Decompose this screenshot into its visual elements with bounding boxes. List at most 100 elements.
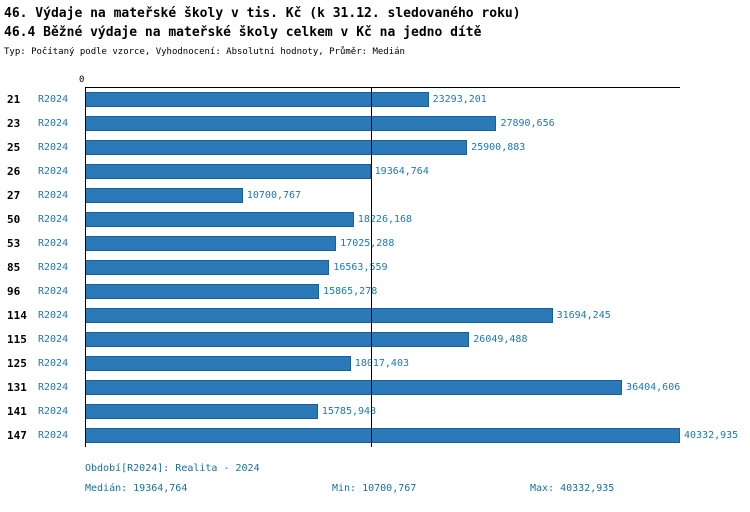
- category-label: 141: [7, 404, 27, 418]
- footer-stats: Medián: 19364,764 Min: 10700,767 Max: 4033…: [85, 483, 750, 494]
- bar: [85, 283, 320, 299]
- bar-track: 17025,288: [85, 235, 680, 251]
- series-label: R2024: [38, 381, 69, 393]
- category-label: 85: [7, 260, 21, 274]
- chart-header: 46. Výdaje na mateřské školy v tis. Kč (…: [0, 0, 750, 57]
- footer-min: Min: 10700,767: [332, 483, 417, 494]
- series-label: R2024: [38, 405, 69, 417]
- chart-meta-line: Typ: Počítaný podle vzorce, Vyhodnocení:…: [4, 47, 405, 57]
- category-label: 26: [7, 164, 21, 178]
- bar: [85, 163, 371, 179]
- bar-row: 26 R2024 19364,764: [0, 159, 750, 183]
- series-label: R2024: [38, 189, 69, 201]
- bar-track: 31694,245: [85, 307, 680, 323]
- category-label: 50: [7, 212, 21, 226]
- bar-track: 19364,764: [85, 163, 680, 179]
- value-label: 15785,948: [321, 405, 377, 417]
- chart-footer: Období[R2024]: Realita - 2024 Medián: 19…: [85, 463, 750, 494]
- bar: [85, 427, 680, 443]
- series-label: R2024: [38, 117, 69, 129]
- report-page: 46. Výdaje na mateřské školy v tis. Kč (…: [0, 0, 750, 494]
- bar-track: 18017,403: [85, 355, 680, 371]
- value-label: 17025,288: [340, 237, 395, 249]
- bar-track: 25900,883: [85, 139, 680, 155]
- value-label: 23293,201: [432, 93, 487, 105]
- chart-title-sub: 46.4 Běžné výdaje na mateřské školy celk…: [4, 25, 482, 40]
- value-label: 26049,488: [473, 333, 528, 345]
- bar: [85, 211, 354, 227]
- bar-row: 25 R2024 25900,883: [0, 135, 750, 159]
- bar-track: 15865,278: [85, 283, 680, 299]
- bar-row: 85 R2024 16563,559: [0, 255, 750, 279]
- bar: [85, 307, 553, 323]
- footer-max: Max: 40332,935: [530, 483, 615, 494]
- category-label: 114: [7, 308, 27, 322]
- series-label: R2024: [38, 429, 69, 441]
- category-label: 147: [7, 428, 27, 442]
- bar: [85, 379, 623, 395]
- series-label: R2024: [38, 261, 69, 273]
- series-label: R2024: [38, 165, 69, 177]
- bar-rows: 21 R2024 23293,201 23 R2024 27890,656 25 R2024 2…: [0, 87, 750, 447]
- category-label: 53: [7, 236, 21, 250]
- bar-row: 147 R2024 40332,935: [0, 423, 750, 447]
- category-label: 115: [7, 332, 27, 346]
- footer-period: Období[R2024]: Realita - 2024: [85, 463, 260, 474]
- bar-track: 18226,168: [85, 211, 680, 227]
- value-label: 25900,883: [471, 141, 526, 153]
- bar: [85, 187, 243, 203]
- value-label: 10700,767: [246, 189, 302, 201]
- bar-row: 114 R2024 31694,245: [0, 303, 750, 327]
- bar-row: 50 R2024 18226,168: [0, 207, 750, 231]
- bar-track: 16563,559: [85, 259, 680, 275]
- series-label: R2024: [38, 141, 69, 153]
- bar-row: 131 R2024 36404,606: [0, 375, 750, 399]
- category-label: 25: [7, 140, 21, 154]
- bar-track: 15785,948: [85, 403, 680, 419]
- category-label: 131: [7, 380, 27, 394]
- bar-row: 27 R2024 10700,767: [0, 183, 750, 207]
- bar-track: 36404,606: [85, 379, 680, 395]
- category-label: 27: [7, 188, 21, 202]
- value-label: 18017,403: [354, 357, 409, 369]
- series-label: R2024: [38, 213, 69, 225]
- series-label: R2024: [38, 93, 69, 105]
- bar: [85, 403, 318, 419]
- category-label: 125: [7, 356, 27, 370]
- value-label: 18226,168: [357, 213, 413, 225]
- value-label: 19364,764: [374, 165, 429, 177]
- value-label: 40332,935: [684, 429, 739, 441]
- series-label: R2024: [38, 309, 69, 321]
- bar-chart: 0 21 R2024 23293,201 23 R2024 27890,656 25 R202…: [0, 73, 750, 447]
- value-label: 31694,245: [556, 309, 611, 321]
- category-label: 23: [7, 116, 21, 130]
- series-label: R2024: [38, 333, 69, 345]
- bar-row: 141 R2024 15785,948: [0, 399, 750, 423]
- bar-row: 115 R2024 26049,488: [0, 327, 750, 351]
- bar: [85, 115, 497, 131]
- series-label: R2024: [38, 237, 69, 249]
- bar-row: 96 R2024 15865,278: [0, 279, 750, 303]
- bar-row: 125 R2024 18017,403: [0, 351, 750, 375]
- category-label: 96: [7, 284, 21, 298]
- bar: [85, 139, 468, 155]
- plot-area: 21 R2024 23293,201 23 R2024 27890,656 25 R2024 2…: [0, 87, 750, 447]
- chart-title-main: 46. Výdaje na mateřské školy v tis. Kč (…: [4, 6, 521, 21]
- footer-median: Medián: 19364,764: [85, 483, 188, 494]
- bar-row: 53 R2024 17025,288: [0, 231, 750, 255]
- value-label: 27890,656: [500, 117, 555, 129]
- bar-row: 21 R2024 23293,201: [0, 87, 750, 111]
- series-label: R2024: [38, 285, 69, 297]
- bar-track: 10700,767: [85, 187, 680, 203]
- bar: [85, 355, 351, 371]
- category-label: 21: [7, 92, 21, 106]
- bar-row: 23 R2024 27890,656: [0, 111, 750, 135]
- bar: [85, 331, 470, 347]
- value-label: 15865,278: [323, 285, 378, 297]
- bar: [85, 235, 337, 251]
- bar-track: 40332,935: [85, 427, 738, 443]
- bar-track: 26049,488: [85, 331, 680, 347]
- value-label: 16563,559: [333, 261, 388, 273]
- series-label: R2024: [38, 357, 69, 369]
- bar: [85, 91, 429, 107]
